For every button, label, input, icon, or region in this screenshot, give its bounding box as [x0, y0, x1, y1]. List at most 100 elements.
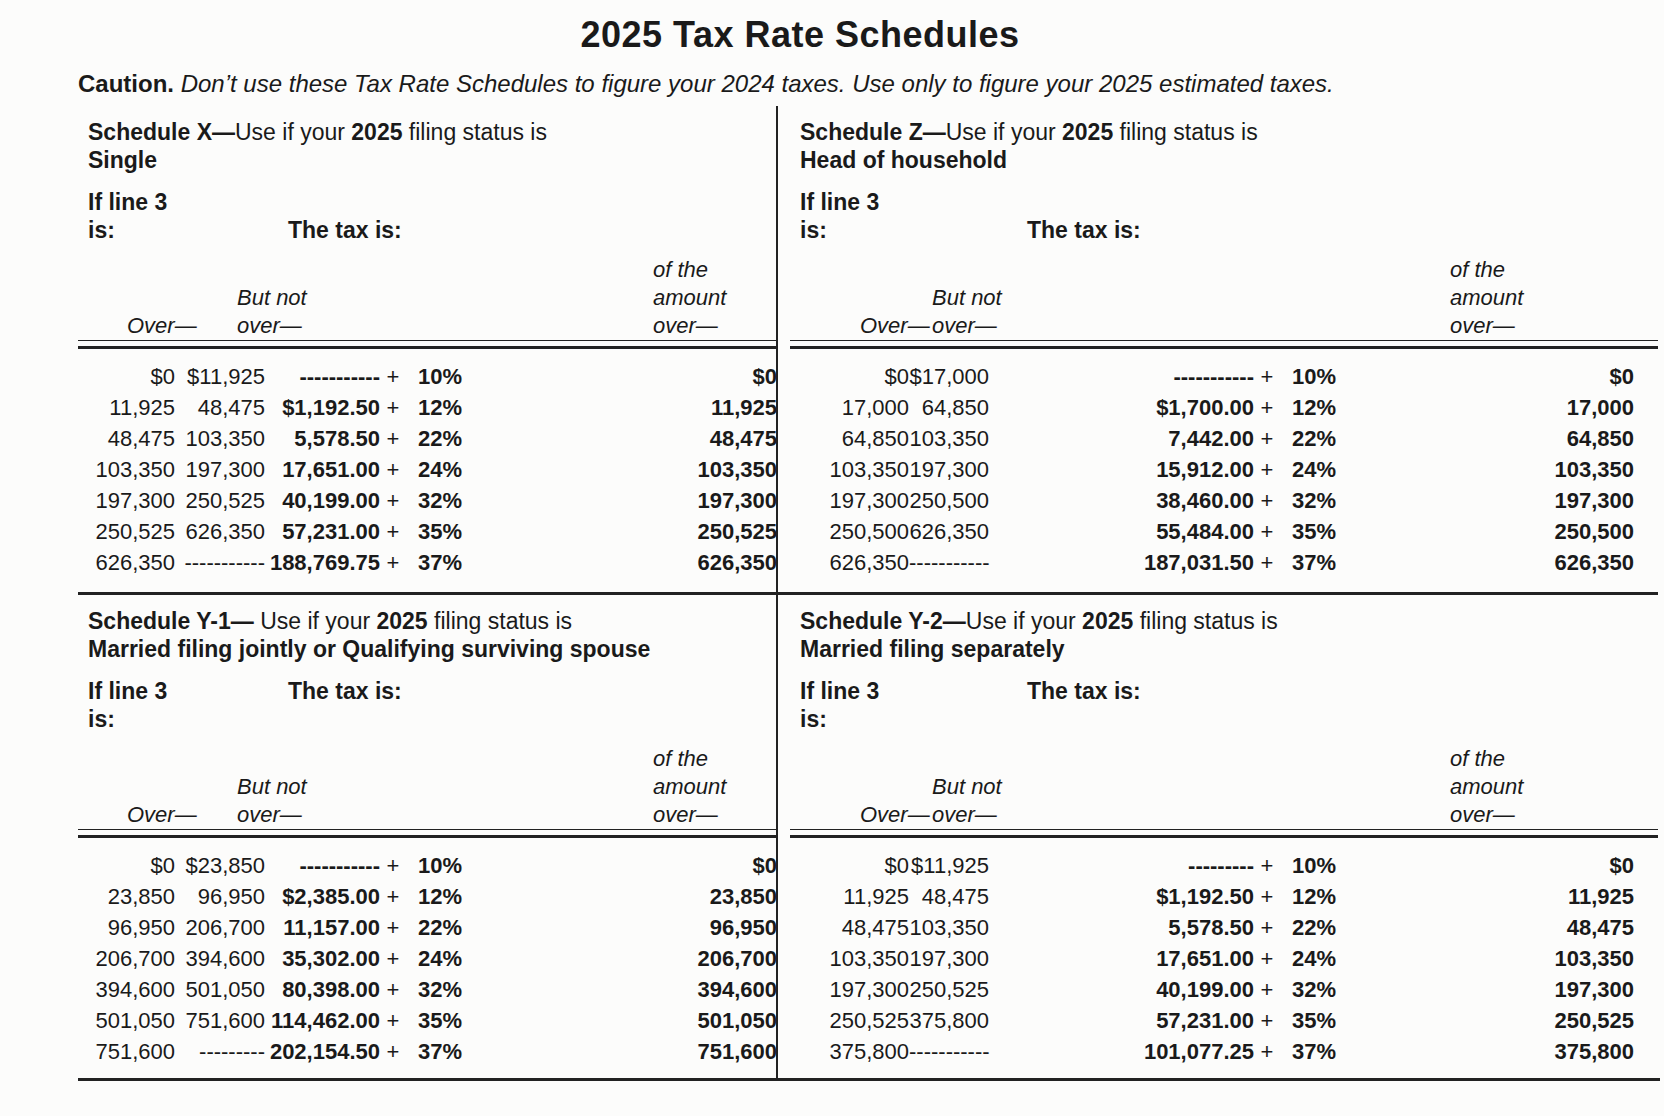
- table-row: $0 $11,925 ----------- + 10% $0: [78, 361, 776, 392]
- tax-is-label: The tax is:: [1027, 216, 1141, 244]
- amount-over-cell: 197,300: [470, 485, 776, 516]
- table-row: 250,525 626,350 57,231.00 + 35% 250,525: [78, 516, 776, 547]
- if-line-3-label: If line 3: [88, 677, 776, 705]
- of-the-amount-over-header: of the amount over—: [1450, 745, 1523, 829]
- plus-sign: +: [380, 423, 406, 454]
- rate-cell: 32%: [406, 974, 470, 1005]
- of-the-label: of the: [1450, 256, 1523, 284]
- over-cell: $0: [78, 361, 175, 392]
- over-header: Over—: [127, 312, 197, 340]
- amount-over-cell: 17,000: [1352, 392, 1634, 423]
- base-tax-cell: 40,199.00: [265, 485, 380, 516]
- base-tax-cell: 40,199.00: [989, 974, 1254, 1005]
- amount-over-cell: 394,600: [470, 974, 776, 1005]
- rate-cell: 24%: [1280, 454, 1352, 485]
- if-line-3-block: If line 3 is: The tax is:: [800, 188, 1658, 244]
- over-cell: $0: [790, 850, 909, 881]
- but-not-over-cell: 394,600: [175, 943, 265, 974]
- amount-over-cell: 197,300: [1352, 974, 1634, 1005]
- table-row: 48,475 103,350 5,578.50 + 22% 48,475: [790, 912, 1634, 943]
- schedule-x-year: 2025: [351, 119, 402, 145]
- plus-sign: +: [380, 974, 406, 1005]
- schedule-y2-panel: Schedule Y-2—Use if your 2025 filing sta…: [776, 592, 1658, 1078]
- over-header: Over—: [127, 801, 197, 829]
- schedule-y1-title: Schedule Y-1— Use if your 2025 filing st…: [88, 607, 776, 663]
- plus-sign: +: [380, 485, 406, 516]
- but-not-over-cell: 96,950: [175, 881, 265, 912]
- if-line-3-block: If line 3 is: The tax is:: [88, 677, 776, 733]
- over-cell: 103,350: [790, 943, 909, 974]
- over-cell: 48,475: [78, 423, 175, 454]
- table-row: 250,525 375,800 57,231.00 + 35% 250,525: [790, 1005, 1634, 1036]
- but-not-over-cell: 626,350: [909, 516, 989, 547]
- amount-over-cell: 48,475: [1352, 912, 1634, 943]
- table-row: 250,500 626,350 55,484.00 + 35% 250,500: [790, 516, 1634, 547]
- but-not-over-cell: 197,300: [909, 454, 989, 485]
- amount-over-cell: 626,350: [1352, 547, 1634, 578]
- schedule-z-use-text: Use if your: [946, 119, 1062, 145]
- rate-cell: 10%: [406, 361, 470, 392]
- amount-over-cell: 501,050: [470, 1005, 776, 1036]
- base-tax-cell: 17,651.00: [265, 454, 380, 485]
- base-tax-cell: ---------: [989, 850, 1254, 881]
- table-row: 11,925 48,475 $1,192.50 + 12% 11,925: [78, 392, 776, 423]
- tax-is-label: The tax is:: [1027, 677, 1141, 705]
- schedule-y2-tail-text: filing status is: [1133, 608, 1277, 634]
- amount-over-cell: $0: [470, 361, 776, 392]
- schedule-z-table: $0 $17,000 ----------- + 10% $0 17,000 6…: [790, 361, 1634, 578]
- of-the-label: of the: [653, 745, 726, 773]
- over-lower-header: over—: [237, 312, 302, 340]
- over-cell: 11,925: [78, 392, 175, 423]
- plus-sign: +: [1254, 454, 1280, 485]
- base-tax-cell: 11,157.00: [265, 912, 380, 943]
- over-cell: 197,300: [78, 485, 175, 516]
- table-row: $0 $17,000 ----------- + 10% $0: [790, 361, 1634, 392]
- but-not-over-cell: 48,475: [175, 392, 265, 423]
- schedule-x-name: Schedule X—: [88, 119, 235, 145]
- rate-cell: 12%: [406, 881, 470, 912]
- caution-note: Caution. Don’t use these Tax Rate Schedu…: [78, 70, 1664, 98]
- over-lower-header: over—: [932, 801, 997, 829]
- over-cell: 751,600: [78, 1036, 175, 1067]
- base-tax-cell: 80,398.00: [265, 974, 380, 1005]
- schedule-x-filing-status: Single: [88, 146, 776, 174]
- column-headers: But not Over— over— of the amount over—: [790, 733, 1658, 829]
- but-not-over-cell: $17,000: [909, 361, 989, 392]
- amount-over-cell: 64,850: [1352, 423, 1634, 454]
- table-row: 103,350 197,300 17,651.00 + 24% 103,350: [790, 943, 1634, 974]
- over-cell: 103,350: [790, 454, 909, 485]
- schedule-y1-filing-status: Married filing jointly or Qualifying sur…: [88, 635, 776, 663]
- base-tax-cell: -----------: [265, 850, 380, 881]
- rate-cell: 35%: [1280, 516, 1352, 547]
- over-cell: 64,850: [790, 423, 909, 454]
- is-label: is:: [88, 216, 776, 244]
- but-not-over-cell: -----------: [909, 1036, 989, 1067]
- rate-cell: 24%: [1280, 943, 1352, 974]
- plus-sign: +: [1254, 974, 1280, 1005]
- schedule-y2-name: Schedule Y-2—: [800, 608, 966, 634]
- amount-over-cell: $0: [1352, 850, 1634, 881]
- if-line-3-label: If line 3: [88, 188, 776, 216]
- base-tax-cell: 15,912.00: [989, 454, 1254, 485]
- amount-label: amount: [653, 773, 726, 801]
- rate-cell: 12%: [406, 392, 470, 423]
- but-not-over-cell: 103,350: [909, 912, 989, 943]
- table-row: 17,000 64,850 $1,700.00 + 12% 17,000: [790, 392, 1634, 423]
- over-cell: 103,350: [78, 454, 175, 485]
- plus-sign: +: [380, 881, 406, 912]
- is-label: is:: [800, 216, 1658, 244]
- schedule-y1-panel: Schedule Y-1— Use if your 2025 filing st…: [78, 592, 776, 1078]
- table-row: 64,850 103,350 7,442.00 + 22% 64,850: [790, 423, 1634, 454]
- over-label: over—: [653, 801, 726, 829]
- table-row: 197,300 250,525 40,199.00 + 32% 197,300: [790, 974, 1634, 1005]
- over-header: Over—: [860, 312, 930, 340]
- table-row: 375,800 ----------- 101,077.25 + 37% 375…: [790, 1036, 1634, 1067]
- rate-cell: 22%: [406, 912, 470, 943]
- double-rule: [78, 829, 776, 838]
- but-not-over-cell: $11,925: [175, 361, 265, 392]
- rate-cell: 37%: [406, 547, 470, 578]
- base-tax-cell: 5,578.50: [989, 912, 1254, 943]
- amount-over-cell: 103,350: [1352, 943, 1634, 974]
- schedule-x-use-text: Use if your: [235, 119, 351, 145]
- schedule-y1-name: Schedule Y-1—: [88, 608, 254, 634]
